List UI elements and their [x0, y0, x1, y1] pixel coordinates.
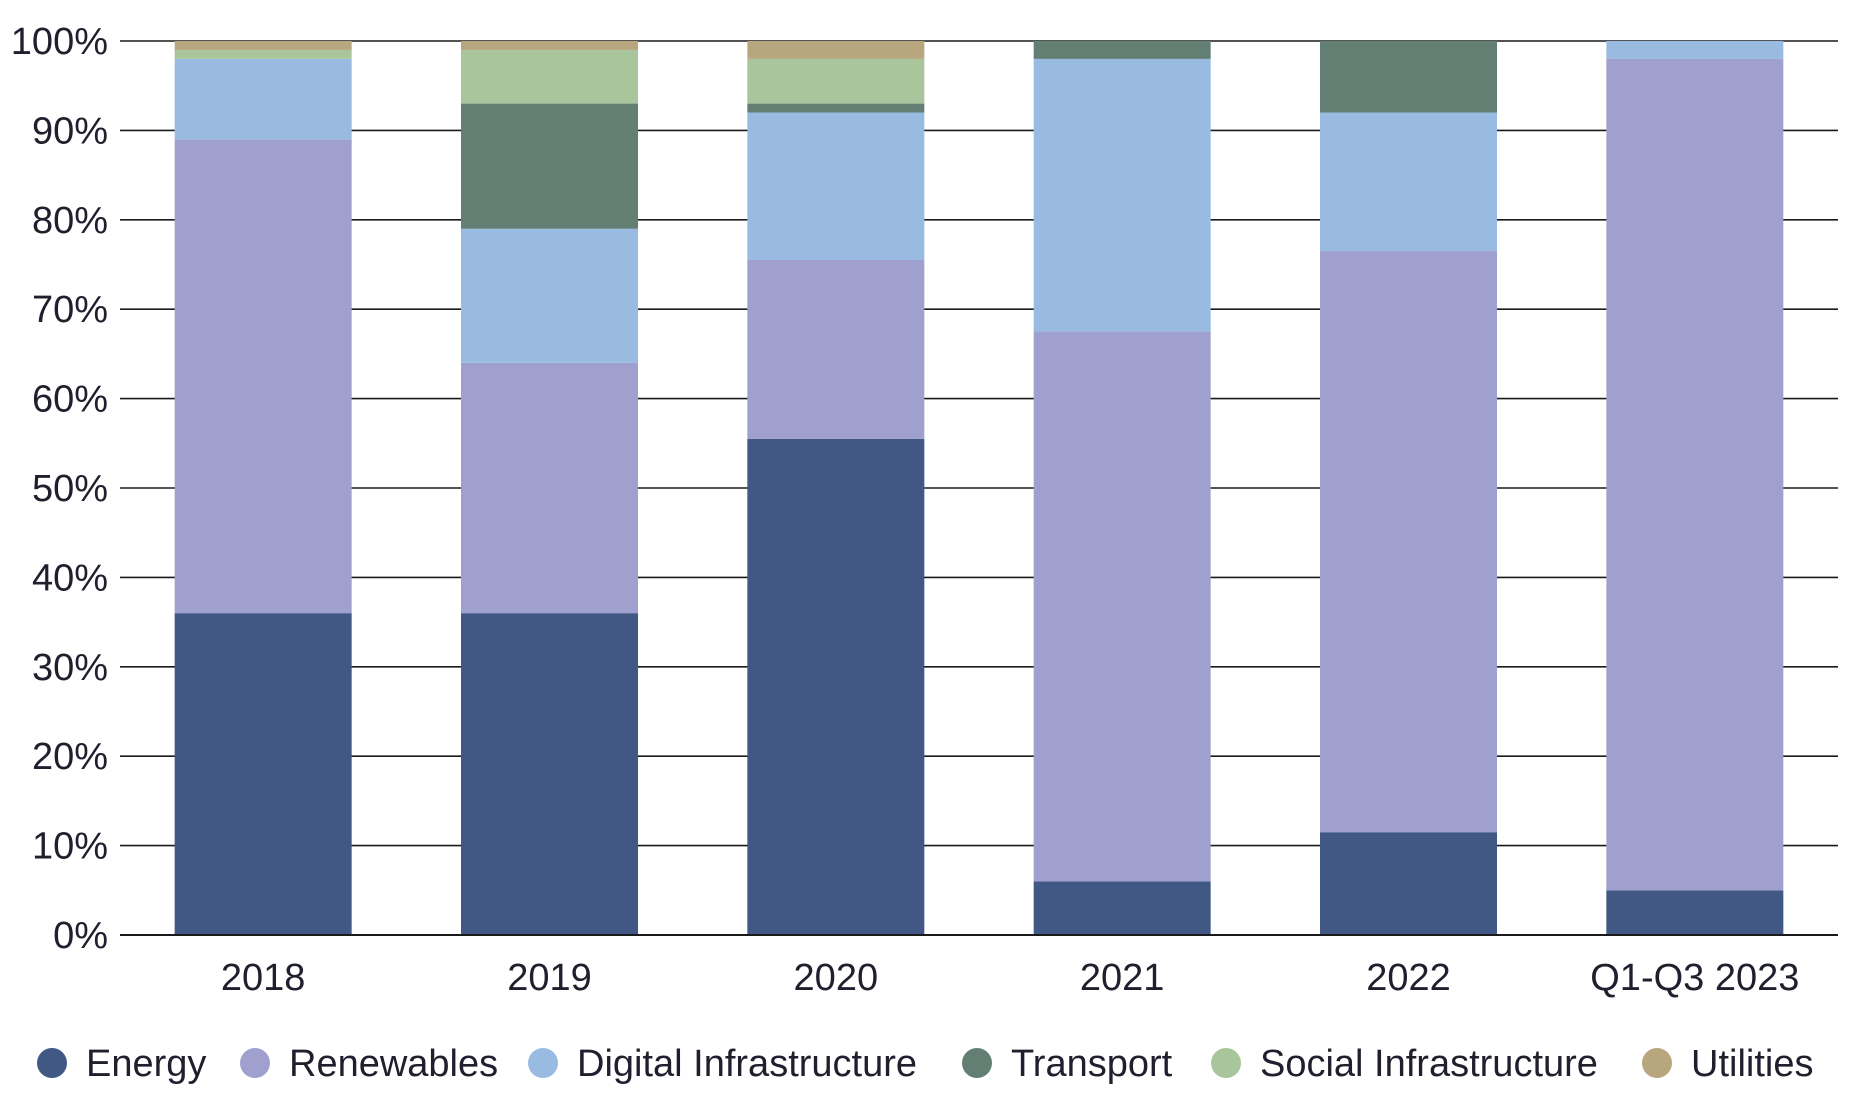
y-tick-label: 30% [32, 647, 108, 689]
y-tick-label: 70% [32, 289, 108, 331]
bar-segment-renewables [1033, 331, 1211, 882]
bar-segment-energy [1606, 890, 1784, 935]
gridlines [120, 40, 1838, 847]
legend-item-energy: Energy [37, 1043, 206, 1085]
legend-label: Social Infrastructure [1260, 1043, 1598, 1085]
bars [174, 41, 1784, 935]
bar-segment-transport [1033, 41, 1211, 59]
x-tick-label: 2022 [1366, 957, 1451, 999]
y-tick-label: 100% [11, 21, 108, 63]
legend-swatch [240, 1048, 270, 1078]
legend-label: Utilities [1691, 1043, 1813, 1085]
bar-segment-energy [174, 613, 352, 935]
legend-swatch [37, 1048, 67, 1078]
y-tick-label: 80% [32, 200, 108, 242]
bar-segment-social-infrastructure [461, 49, 638, 104]
bar-segment-energy [1033, 881, 1211, 935]
bar-segment-transport [1320, 41, 1497, 113]
legend-swatch [1211, 1048, 1241, 1078]
y-tick-label: 20% [32, 736, 108, 778]
y-tick-label: 0% [53, 915, 108, 957]
bar-segment-digital-infrastructure [1033, 58, 1211, 332]
bar-segment-digital-infrastructure [1320, 112, 1497, 252]
legend: Energy Renewables Digital Infrastructure Tr… [37, 1043, 1813, 1085]
y-tick-label: 50% [32, 468, 108, 510]
bar-segment-social-infrastructure [174, 49, 352, 59]
x-tick-label: 2020 [794, 957, 879, 999]
legend-item-utilities: Utilities [1642, 1043, 1813, 1085]
bar-segment-digital-infrastructure [461, 228, 638, 363]
bar-segment-energy [747, 438, 925, 935]
bar-segment-digital-infrastructure [1606, 41, 1784, 59]
legend-label: Energy [86, 1043, 206, 1085]
bar-segment-renewables [1320, 251, 1497, 833]
bar-segment-utilities [461, 41, 638, 50]
x-tick-label: 2019 [507, 957, 592, 999]
bar-segment-renewables [461, 362, 638, 614]
legend-item-transport: Transport [962, 1043, 1173, 1085]
y-tick-labels: 0% 10% 20% 30% 40% 50% 60% 70% 80% 90% 100% [11, 21, 108, 957]
bar-segment-renewables [174, 139, 352, 614]
legend-label: Renewables [289, 1043, 498, 1085]
y-tick-label: 40% [32, 557, 108, 599]
bar-segment-digital-infrastructure [747, 112, 925, 261]
y-tick-label: 90% [32, 110, 108, 152]
bar-segment-digital-infrastructure [174, 58, 352, 140]
bar-segment-utilities [174, 41, 352, 50]
bar-segment-transport [747, 103, 925, 113]
bar-segment-utilities [747, 41, 925, 59]
legend-item-social-infrastructure: Social Infrastructure [1211, 1043, 1598, 1085]
y-tick-label: 10% [32, 826, 108, 868]
legend-swatch [962, 1048, 992, 1078]
bar-segment-renewables [747, 260, 925, 439]
bar-segment-transport [461, 103, 638, 229]
legend-swatch [528, 1048, 558, 1078]
bar-segment-renewables [1606, 58, 1784, 891]
x-tick-label: 2021 [1080, 957, 1165, 999]
legend-label: Digital Infrastructure [577, 1043, 917, 1085]
legend-label: Transport [1011, 1043, 1173, 1085]
x-tick-labels: 2018 2019 2020 2021 2022 Q1-Q3 2023 [221, 957, 1800, 999]
legend-swatch [1642, 1048, 1672, 1078]
x-tick-label: 2018 [221, 957, 306, 999]
x-tick-label: Q1-Q3 2023 [1590, 957, 1799, 999]
bar-segment-energy [461, 613, 638, 935]
legend-item-digital-infrastructure: Digital Infrastructure [528, 1043, 917, 1085]
bar-segment-social-infrastructure [747, 58, 925, 104]
legend-item-renewables: Renewables [240, 1043, 498, 1085]
bar-segment-energy [1320, 832, 1497, 935]
y-tick-label: 60% [32, 379, 108, 421]
